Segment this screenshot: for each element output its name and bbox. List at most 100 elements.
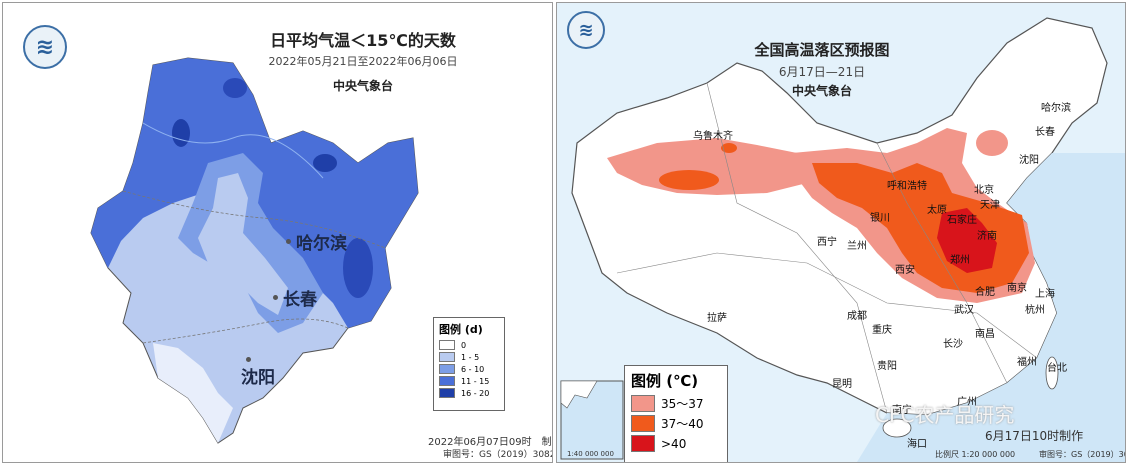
province-border bbox=[122, 190, 386, 249]
zone-16-20-spot-1 bbox=[172, 119, 190, 147]
city-urumqi: 乌鲁木齐 bbox=[693, 131, 733, 142]
city-hangzhou: 杭州 bbox=[1025, 305, 1045, 316]
zone-1-5-center bbox=[198, 173, 288, 315]
changchun-dot bbox=[273, 295, 278, 300]
right-legend-item: >40 bbox=[631, 435, 721, 452]
left-org: 中央气象台 bbox=[332, 79, 393, 93]
city-beijing: 北京 bbox=[974, 185, 994, 196]
city-hefei: 合肥 bbox=[975, 287, 995, 298]
city-shijiazhuang: 石家庄 bbox=[947, 215, 977, 226]
zone-37-40-xinjiang-2 bbox=[721, 143, 737, 153]
city-harbin: 哈尔滨 bbox=[1041, 103, 1071, 114]
left-legend-item: 16 - 20 bbox=[439, 388, 499, 398]
left-made-time: 2022年06月07日09时 制作 bbox=[428, 437, 553, 448]
taiwan-island bbox=[1045, 356, 1059, 390]
left-legend-label: 11 - 15 bbox=[461, 376, 490, 386]
northeast-map-svg bbox=[90, 57, 419, 444]
left-date-range: 2022年05月21日至2022年06月06日 bbox=[268, 55, 458, 68]
right-org: 中央气象台 bbox=[791, 84, 852, 98]
cma-logo-icon: ≋ bbox=[23, 25, 67, 69]
city-harbin: 哈尔滨 bbox=[296, 234, 347, 254]
right-legend-label: >40 bbox=[661, 436, 687, 451]
left-legend-label: 1 - 5 bbox=[461, 352, 480, 362]
city-lhasa: 拉萨 bbox=[707, 313, 727, 324]
city-jinan: 济南 bbox=[977, 231, 997, 242]
city-tianjin: 天津 bbox=[980, 200, 1000, 211]
inset-scale: 1:40 000 000 bbox=[567, 450, 614, 458]
right-legend-swatch bbox=[631, 415, 655, 432]
left-legend-item: 1 - 5 bbox=[439, 352, 499, 362]
city-nanchang: 南昌 bbox=[975, 329, 995, 340]
city-chongqing: 重庆 bbox=[872, 325, 892, 336]
left-legend-item: 0 bbox=[439, 340, 499, 350]
left-legend-swatch bbox=[439, 376, 455, 386]
right-scale: 比例尺 1:20 000 000 bbox=[935, 450, 1016, 459]
left-legend-swatch bbox=[439, 352, 455, 362]
hainan-island bbox=[882, 418, 912, 438]
province-border bbox=[142, 318, 349, 344]
city-wuhan: 武汉 bbox=[954, 305, 974, 316]
left-legend-swatch bbox=[439, 364, 455, 374]
zone-16-20-spot-3 bbox=[343, 238, 373, 298]
city-hohhot: 呼和浩特 bbox=[887, 181, 927, 192]
province-border bbox=[706, 82, 888, 414]
river-line bbox=[142, 122, 324, 179]
right-legend: 图例 (℃) 35～37 37～40 >40 bbox=[624, 365, 728, 462]
zone-37-40-xinjiang bbox=[659, 170, 719, 190]
cma-logo-icon: ≋ bbox=[567, 11, 605, 49]
left-map-panel: ≋ 日平均气温＜15℃的天数 2022年05月21日至2022年06月06日 中… bbox=[2, 2, 553, 463]
city-shenyang: 沈阳 bbox=[241, 368, 275, 388]
city-nanjing: 南京 bbox=[1007, 283, 1027, 294]
right-legend-label: 37～40 bbox=[661, 417, 704, 431]
right-legend-item: 35～37 bbox=[631, 395, 721, 412]
left-map-title: 日平均气温＜15℃的天数 bbox=[270, 31, 456, 50]
city-kunming: 昆明 bbox=[832, 379, 852, 390]
right-approval: 审图号：GS（2019）3082号 bbox=[1039, 450, 1125, 459]
city-yinchuan: 银川 bbox=[870, 213, 890, 224]
right-legend-label: 35～37 bbox=[661, 397, 704, 411]
zone-40-plus bbox=[937, 208, 997, 273]
left-legend-title: 图例 (d) bbox=[439, 323, 483, 336]
city-taibei: 台北 bbox=[1047, 363, 1067, 374]
city-haikou: 海口 bbox=[907, 439, 927, 450]
province-border bbox=[616, 252, 1038, 359]
right-date-range: 6月17日—21日 bbox=[778, 65, 866, 79]
left-legend-item: 6 - 10 bbox=[439, 364, 499, 374]
left-legend: 图例 (d) 0 1 - 5 6 - 10 11 - 15 16 - 20 bbox=[433, 317, 505, 411]
harbin-dot bbox=[286, 239, 291, 244]
province-border bbox=[876, 142, 1008, 384]
city-xian: 西安 bbox=[895, 265, 915, 276]
city-changchun: 长春 bbox=[283, 290, 317, 310]
right-map-title: 全国高温落区预报图 bbox=[754, 41, 890, 59]
left-legend-swatch bbox=[439, 388, 455, 398]
right-legend-title: 图例 (℃) bbox=[631, 372, 699, 390]
zone-0-south bbox=[153, 343, 233, 443]
city-fuzhou: 福州 bbox=[1017, 357, 1037, 368]
right-map-panel: ≋ 全国高温落区预报图 6月17日—21日 中央气象台 乌鲁木齐 哈尔滨 长春 … bbox=[556, 2, 1126, 463]
city-xining: 西宁 bbox=[817, 237, 837, 248]
right-made-time: 6月17日10时制作 bbox=[985, 429, 1084, 443]
city-taiyuan: 太原 bbox=[927, 205, 947, 216]
right-legend-swatch bbox=[631, 435, 655, 452]
city-lanzhou: 兰州 bbox=[847, 241, 867, 252]
left-legend-item: 11 - 15 bbox=[439, 376, 499, 386]
city-guiyang: 贵阳 bbox=[877, 361, 897, 372]
city-changchun: 长春 bbox=[1035, 127, 1055, 138]
left-approval: 审图号：GS（2019）3082号 bbox=[443, 450, 553, 460]
city-chengdu: 成都 bbox=[847, 311, 867, 322]
city-changsha: 长沙 bbox=[943, 339, 963, 350]
zone-16-20-spot-4 bbox=[223, 78, 247, 98]
right-legend-swatch bbox=[631, 395, 655, 412]
city-guangzhou: 广州 bbox=[957, 397, 977, 408]
left-legend-label: 16 - 20 bbox=[461, 388, 490, 398]
left-legend-swatch bbox=[439, 340, 455, 350]
shenyang-dot bbox=[246, 357, 251, 362]
sea-area bbox=[857, 153, 1125, 462]
city-zhengzhou: 郑州 bbox=[950, 255, 970, 266]
china-map-svg bbox=[560, 17, 1125, 462]
watermark-text: CFC农产品研究 bbox=[875, 403, 1015, 427]
city-nanning: 南宁 bbox=[892, 405, 912, 416]
inset-coast bbox=[560, 380, 598, 409]
city-shanghai: 上海 bbox=[1035, 289, 1055, 300]
zone-35-37-northeast bbox=[976, 130, 1008, 156]
